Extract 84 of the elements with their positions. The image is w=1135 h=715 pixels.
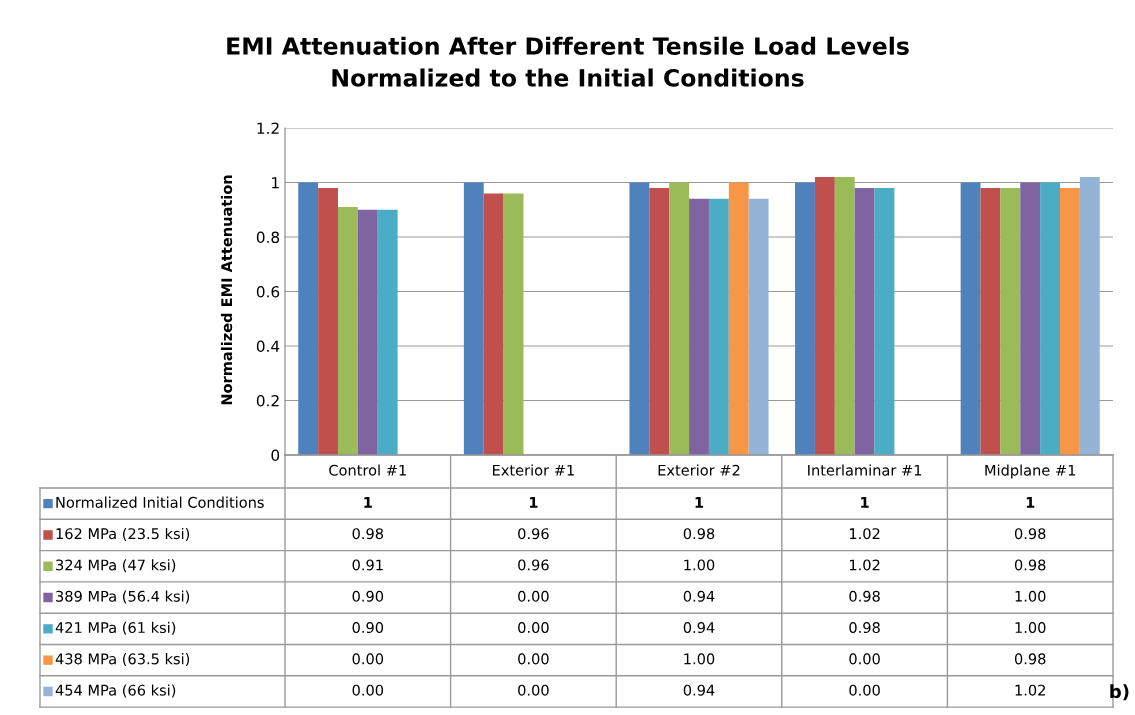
- data-label: 0.00: [518, 590, 549, 602]
- x-tick-label: Control #1: [329, 464, 406, 476]
- data-label: 1: [364, 497, 372, 508]
- data-label: 1: [861, 497, 869, 508]
- data-label: 1.00: [684, 653, 715, 665]
- data-label: 0.98: [683, 528, 715, 540]
- legend-label: 389 MPa (56.4 ksi): [56, 590, 190, 604]
- bar: [708, 198, 729, 455]
- bar: [629, 182, 650, 455]
- x-tick-label: Exterior #1: [493, 464, 574, 476]
- bar: [960, 182, 981, 455]
- y-axis-title: Normalized EMI Attenuation: [220, 175, 233, 405]
- chart-title: EMI Attenuation After Different Tensile Load Levels Normalized to the Initial Conditions: [227, 36, 909, 87]
- legend-label: 421 MPa (61 ksi): [55, 621, 176, 635]
- data-label: 0.00: [352, 684, 384, 696]
- data-label: 0.94: [683, 590, 715, 602]
- data-label: 0.00: [849, 653, 880, 665]
- legend-label: 438 MPa (63.5 ksi): [55, 653, 190, 667]
- bar: [669, 182, 690, 455]
- data-label: 0.00: [518, 653, 549, 665]
- bar: [357, 209, 378, 455]
- legend-label: 324 MPa (47 ksi): [56, 559, 176, 573]
- x-tick-label: Exterior #2: [658, 464, 740, 476]
- data-label: 0.98: [849, 622, 880, 634]
- bar: [1020, 182, 1041, 455]
- data-label: 0.00: [352, 653, 384, 665]
- bar: [834, 177, 855, 455]
- data-label: 0.98: [1014, 528, 1046, 540]
- data-label: 1: [695, 497, 704, 508]
- y-tick-label: 1.2: [257, 122, 279, 134]
- bar: [1000, 187, 1021, 455]
- bar: [748, 198, 769, 455]
- bar: [795, 182, 815, 455]
- data-label: 0.94: [683, 622, 715, 634]
- data-label: 1: [1026, 497, 1035, 508]
- y-tick-label: 0.6: [256, 285, 280, 298]
- data-label: 0.98: [352, 528, 384, 540]
- y-tick-label: 0.8: [256, 231, 280, 244]
- bar: [298, 182, 319, 455]
- data-label: 0.90: [352, 590, 384, 602]
- data-label: 1.00: [1015, 622, 1046, 634]
- legend-label: Normalized Initial Conditions: [56, 496, 264, 508]
- data-label: 0.96: [518, 528, 549, 540]
- data-label: 0.00: [518, 622, 549, 634]
- bar: [1040, 182, 1061, 455]
- y-tick-label: 1: [272, 177, 279, 189]
- data-label: 0.00: [849, 684, 880, 696]
- data-label: 1: [529, 497, 538, 508]
- x-tick-label: Interlaminar #1: [808, 464, 922, 476]
- bar: [689, 198, 709, 455]
- y-tick-label: 0.4: [256, 340, 280, 353]
- data-label: 0.98: [1014, 559, 1046, 571]
- legend-label: 162 MPa (23.5 ksi): [56, 527, 190, 541]
- bar: [1079, 177, 1100, 455]
- data-label: 0.00: [518, 684, 549, 696]
- bar: [874, 187, 895, 455]
- legend-label: 454 MPa (66 ksi): [55, 684, 176, 698]
- bar: [980, 187, 1001, 455]
- bar: [503, 193, 524, 455]
- data-label: 0.98: [1014, 653, 1046, 665]
- bar: [337, 207, 358, 455]
- data-label: 1.02: [1015, 684, 1045, 696]
- data-label: 0.91: [352, 559, 383, 571]
- bar: [318, 187, 338, 455]
- bar: [854, 187, 875, 455]
- bar: [649, 187, 670, 455]
- data-label: 1.02: [849, 559, 880, 571]
- data-label: 1.00: [684, 559, 715, 571]
- data-label: 0.94: [683, 684, 715, 696]
- data-label: 1.00: [1015, 590, 1046, 602]
- bar: [483, 193, 504, 455]
- bar: [1060, 187, 1080, 455]
- bar: [463, 182, 484, 455]
- bar: [728, 182, 749, 455]
- bar: [377, 209, 398, 455]
- bar: [814, 177, 835, 455]
- y-tick-label: 0.2: [256, 394, 279, 407]
- data-label: 0.98: [849, 590, 880, 602]
- data-label: 0.90: [352, 622, 384, 634]
- data-label: 0.96: [518, 559, 549, 571]
- x-tick-label: Midplane #1: [985, 464, 1076, 479]
- y-tick-label: 0: [271, 449, 280, 462]
- data-label: 1.02: [849, 528, 880, 540]
- text: b): [1110, 684, 1129, 701]
